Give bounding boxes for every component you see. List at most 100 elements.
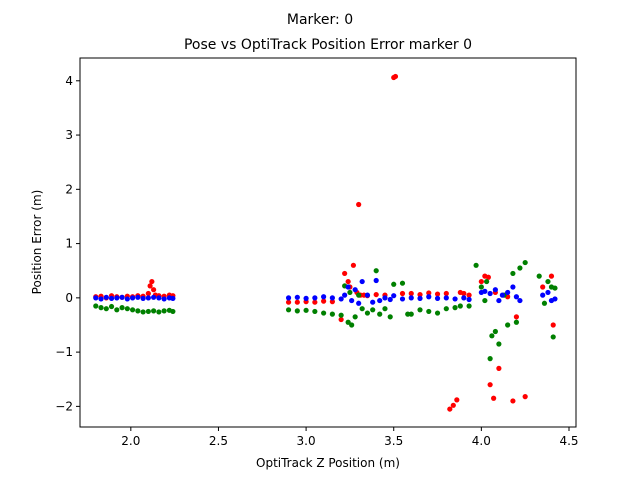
data-point-series-0 — [478, 278, 484, 285]
data-point-series-2 — [510, 284, 516, 290]
data-point-series-1 — [140, 309, 146, 315]
data-point-series-1 — [513, 319, 520, 325]
data-point-series-2 — [156, 295, 162, 301]
y-tick-label: −1 — [55, 345, 73, 359]
data-point-series-1 — [550, 334, 556, 340]
data-point-series-0 — [338, 316, 344, 323]
data-point-series-2 — [517, 297, 523, 304]
data-point-series-2 — [499, 292, 505, 298]
data-point-series-1 — [541, 300, 548, 306]
data-point-series-1 — [391, 281, 397, 287]
data-point-series-1 — [345, 319, 351, 325]
data-point-series-2 — [443, 295, 449, 301]
data-point-series-1 — [457, 303, 463, 309]
data-point-series-2 — [285, 295, 292, 301]
data-point-series-0 — [329, 299, 335, 305]
data-point-series-1 — [489, 333, 495, 339]
data-point-series-2 — [345, 284, 351, 290]
data-point-series-2 — [434, 295, 441, 301]
data-point-series-2 — [513, 294, 520, 300]
data-point-series-1 — [285, 307, 292, 313]
data-point-series-2 — [466, 296, 472, 303]
chart-suptitle: Marker: 0 — [287, 12, 353, 28]
data-point-series-1 — [426, 308, 432, 315]
data-point-series-1 — [510, 270, 516, 277]
data-point-series-1 — [536, 273, 542, 279]
data-point-series-0 — [285, 299, 292, 305]
y-tick-label: 0 — [65, 291, 73, 305]
data-point-series-1 — [312, 308, 318, 315]
plot-area — [93, 73, 558, 412]
data-point-series-0 — [487, 382, 493, 388]
data-point-series-2 — [387, 296, 393, 303]
data-point-series-1 — [103, 306, 109, 312]
data-point-series-0 — [447, 406, 453, 412]
data-point-series-0 — [147, 283, 153, 289]
data-point-series-1 — [484, 278, 490, 285]
data-point-series-0 — [522, 394, 528, 400]
data-point-series-0 — [550, 322, 556, 328]
data-point-series-0 — [548, 273, 555, 279]
data-point-series-1 — [487, 356, 493, 362]
data-point-series-0 — [426, 290, 432, 296]
data-point-series-1 — [347, 289, 353, 296]
data-point-series-2 — [103, 294, 109, 300]
data-point-series-0 — [345, 278, 351, 285]
data-point-series-2 — [145, 295, 151, 301]
data-point-series-1 — [135, 308, 141, 314]
data-point-series-1 — [145, 308, 151, 315]
data-point-series-0 — [513, 314, 520, 320]
data-point-series-2 — [417, 295, 423, 301]
data-point-series-2 — [151, 294, 157, 300]
data-point-series-2 — [482, 288, 488, 294]
x-tick-label: 2.0 — [121, 434, 140, 448]
data-point-series-1 — [478, 284, 484, 290]
data-point-series-2 — [492, 287, 498, 293]
data-point-series-1 — [505, 322, 511, 328]
data-point-series-1 — [108, 303, 115, 310]
data-point-series-1 — [303, 307, 309, 313]
data-point-series-2 — [408, 295, 414, 301]
data-point-series-2 — [329, 295, 335, 301]
data-point-series-1 — [382, 306, 388, 312]
data-point-series-1 — [151, 308, 157, 314]
chart-title: Pose vs OptiTrack Position Error marker … — [184, 37, 472, 53]
data-point-series-1 — [443, 306, 449, 312]
data-point-series-0 — [342, 270, 348, 277]
data-point-series-2 — [552, 296, 558, 302]
data-point-series-2 — [294, 294, 300, 300]
data-point-series-2 — [93, 295, 99, 301]
y-tick-label: 1 — [65, 237, 73, 251]
data-point-series-1 — [434, 310, 441, 316]
data-point-series-1 — [517, 265, 523, 271]
x-tick-label: 4.0 — [472, 434, 491, 448]
data-point-series-2 — [370, 299, 376, 305]
data-point-series-2 — [161, 296, 167, 302]
data-point-series-1 — [321, 310, 327, 316]
data-point-series-1 — [387, 314, 393, 320]
data-point-series-1 — [359, 306, 365, 312]
data-point-series-2 — [312, 295, 318, 301]
data-point-series-0 — [434, 291, 441, 297]
data-point-series-0 — [485, 274, 491, 280]
data-point-series-0 — [491, 395, 497, 401]
data-point-series-2 — [170, 295, 176, 301]
data-point-series-1 — [466, 303, 472, 309]
x-tick-label: 3.5 — [384, 434, 403, 448]
data-point-series-2 — [349, 297, 355, 304]
data-point-series-1 — [377, 311, 383, 317]
data-point-series-2 — [342, 292, 348, 298]
data-point-series-1 — [124, 306, 130, 312]
data-point-series-2 — [98, 296, 104, 302]
data-point-series-1 — [408, 311, 414, 317]
data-point-series-1 — [496, 341, 502, 347]
data-point-series-0 — [356, 201, 362, 208]
data-point-series-2 — [487, 290, 493, 297]
x-axis: 2.0 2.5 3.0 3.5 4.0 4.5 — [121, 427, 579, 448]
data-point-series-0 — [417, 291, 423, 298]
data-point-series-1 — [294, 308, 300, 314]
x-axis-label: OptiTrack Z Position (m) — [256, 456, 400, 470]
data-point-series-2 — [426, 294, 432, 300]
data-point-series-0 — [149, 278, 155, 285]
data-point-series-0 — [294, 299, 300, 305]
